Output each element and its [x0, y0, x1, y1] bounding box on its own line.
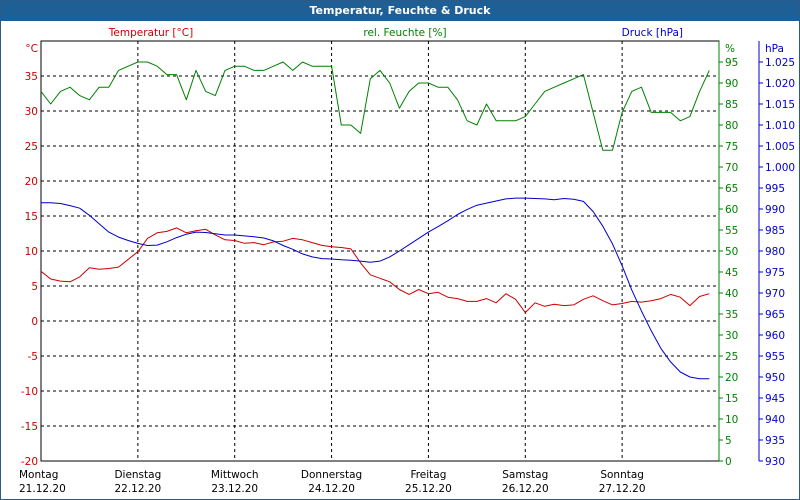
- x-tick-day-label: Mittwoch: [211, 469, 259, 481]
- x-tick-day-label: Freitag: [410, 469, 446, 481]
- pressure-tick-label: 930: [765, 456, 785, 468]
- pressure-tick-label: 945: [765, 393, 785, 405]
- chart-svg: -20 -15 -10 -5 0 5 10 15 20 25 30 35 °C 0 5 10 15 20 25 30 3…: [19, 27, 795, 495]
- humidity-tick-label: 0: [725, 456, 732, 468]
- humidity-tick-label: 60: [725, 204, 738, 216]
- pressure-tick-label: 940: [765, 414, 785, 426]
- temperature-tick-label: 10: [25, 246, 38, 258]
- window-title: Temperatur, Feuchte & Druck: [1, 1, 799, 21]
- temperature-tick-label: 30: [25, 106, 38, 118]
- humidity-series-line: [40, 61, 710, 151]
- humidity-tick-label: 5: [725, 435, 732, 447]
- humidity-tick-label: 70: [725, 162, 738, 174]
- x-tick-date-label: 24.12.20: [308, 483, 355, 495]
- x-tick-date-label: 25.12.20: [405, 483, 452, 495]
- humidity-tick-label: 25: [725, 351, 738, 363]
- pressure-tick-label: 980: [765, 246, 785, 258]
- x-tick-day-label: Montag: [19, 469, 58, 481]
- pressure-tick-label: 950: [765, 372, 785, 384]
- pressure-tick-label: 935: [765, 435, 785, 447]
- x-tick-day-label: Dienstag: [114, 469, 161, 481]
- pressure-tick-label: 975: [765, 267, 785, 279]
- temperature-tick-label: -15: [21, 421, 38, 433]
- pressure-tick-label: 965: [765, 309, 785, 321]
- pressure-tick-label: 1.010: [765, 120, 795, 132]
- pressure-unit-label: hPa: [765, 43, 784, 55]
- humidity-tick-label: 80: [725, 120, 738, 132]
- x-tick-date-label: 23.12.20: [211, 483, 258, 495]
- pressure-tick-label: 1.025: [765, 57, 795, 69]
- humidity-tick-label: 65: [725, 183, 738, 195]
- temperature-series-line: [40, 227, 710, 314]
- pressure-tick-label: 1.005: [765, 141, 795, 153]
- pressure-tick-label: 990: [765, 204, 785, 216]
- temperature-tick-label: 20: [25, 176, 38, 188]
- temperature-tick-label: 15: [25, 211, 38, 223]
- x-tick-date-label: 21.12.20: [19, 483, 66, 495]
- x-tick-day-label: Donnerstag: [301, 469, 362, 481]
- humidity-tick-label: 35: [725, 309, 738, 321]
- humidity-tick-label: 95: [725, 57, 738, 69]
- temperature-tick-label: -5: [28, 351, 38, 363]
- pressure-tick-label: 1.020: [765, 78, 795, 90]
- pressure-tick-label: 955: [765, 351, 785, 363]
- humidity-unit-label: %: [725, 43, 735, 55]
- legend-humidity: rel. Feuchte [%]: [363, 27, 446, 39]
- temperature-tick-label: -10: [21, 386, 38, 398]
- x-tick-date-label: 26.12.20: [502, 483, 549, 495]
- humidity-tick-label: 50: [725, 246, 738, 258]
- pressure-tick-label: 985: [765, 225, 785, 237]
- humidity-tick-label: 30: [725, 330, 738, 342]
- legend-pressure: Druck [hPa]: [622, 27, 683, 39]
- humidity-tick-label: 75: [725, 141, 738, 153]
- humidity-tick-label: 45: [725, 267, 738, 279]
- pressure-tick-label: 995: [765, 183, 785, 195]
- x-tick-date-label: 27.12.20: [599, 483, 646, 495]
- temperature-unit-label: °C: [25, 43, 38, 55]
- x-tick-day-label: Samstag: [502, 469, 548, 481]
- x-tick-date-label: 22.12.20: [114, 483, 161, 495]
- legend-temperature: Temperatur [°C]: [108, 27, 193, 39]
- humidity-tick-label: 55: [725, 225, 738, 237]
- pressure-tick-label: 970: [765, 288, 785, 300]
- temperature-tick-label: -20: [21, 456, 38, 468]
- humidity-tick-label: 90: [725, 78, 738, 90]
- humidity-tick-label: 85: [725, 99, 738, 111]
- temperature-tick-label: 35: [25, 71, 38, 83]
- temperature-tick-label: 25: [25, 141, 38, 153]
- pressure-series-line: [41, 197, 710, 380]
- humidity-tick-label: 40: [725, 288, 738, 300]
- pressure-tick-label: 1.000: [765, 162, 795, 174]
- temperature-tick-label: 0: [31, 316, 38, 328]
- temperature-tick-label: 5: [31, 281, 38, 293]
- x-tick-day-label: Sonntag: [600, 469, 644, 481]
- humidity-tick-label: 15: [725, 393, 738, 405]
- humidity-tick-label: 10: [725, 414, 738, 426]
- pressure-tick-label: 960: [765, 330, 785, 342]
- pressure-tick-label: 1.015: [765, 99, 795, 111]
- humidity-tick-label: 20: [725, 372, 738, 384]
